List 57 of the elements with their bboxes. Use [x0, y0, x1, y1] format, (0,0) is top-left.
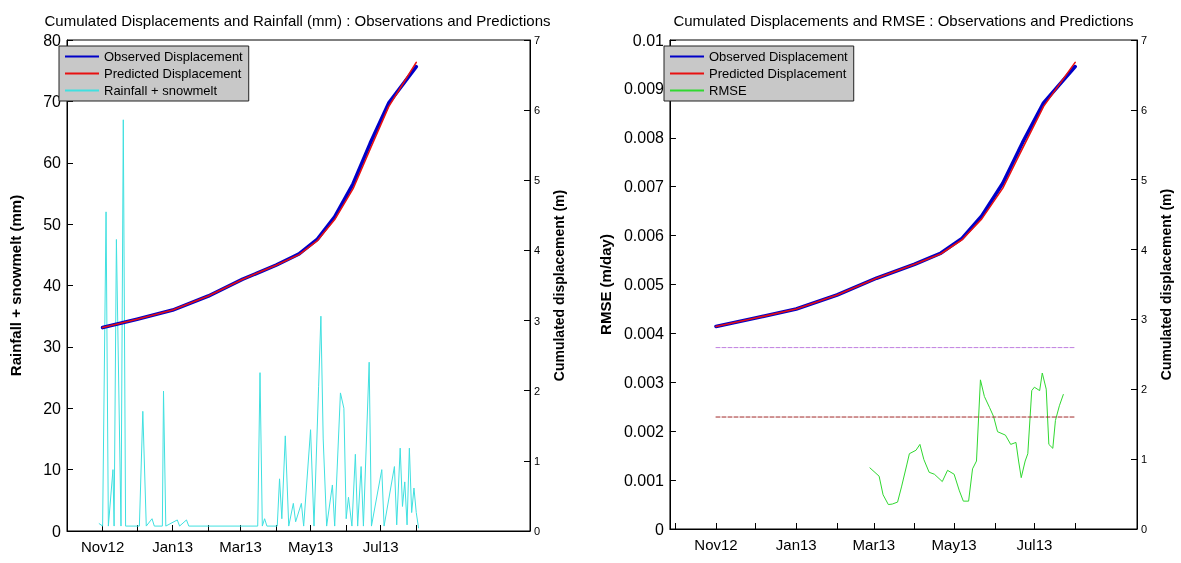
- y-tick-label: 0.002: [623, 422, 665, 440]
- x-tick-label: Jan13: [152, 538, 194, 555]
- legend-label: Observed Displacement: [104, 49, 244, 64]
- y-tick-label: 0.001: [623, 471, 665, 489]
- y-tick-label: 0.003: [623, 373, 665, 391]
- y-tick-label: 0.006: [623, 227, 665, 245]
- y2-tick-label: 5: [534, 174, 541, 187]
- y2-tick-label: 0: [534, 525, 541, 537]
- y-tick-label: 30: [43, 338, 62, 356]
- y2-axis-title: Cumulated displacement (m): [1158, 188, 1174, 381]
- legend-label: Observed Displacement: [709, 49, 849, 64]
- y2-tick-label: 7: [534, 34, 541, 46]
- y2-tick-label: 3: [1141, 313, 1148, 326]
- y2-tick-label: 7: [1141, 34, 1148, 46]
- y2-tick-label: 3: [534, 314, 541, 327]
- legend-label: Rainfall + snowmelt: [104, 83, 218, 98]
- x-tick-label: Mar13: [852, 536, 896, 553]
- y-tick-label: 0.008: [623, 129, 665, 147]
- y2-tick-label: 5: [1141, 173, 1148, 186]
- y-tick-label: 0.007: [623, 178, 665, 196]
- chart-title: Cumulated Displacements and Rainfall (mm) : Observations and Predictions: [44, 12, 551, 29]
- y-tick-label: 40: [43, 277, 62, 294]
- y2-tick-label: 4: [534, 244, 541, 257]
- y2-tick-label: 6: [1141, 103, 1148, 116]
- x-tick-label: May13: [288, 538, 334, 555]
- y-axis-title: Rainfall + snowmelt (mm): [7, 194, 24, 377]
- y2-tick-label: 1: [534, 454, 541, 467]
- x-tick-label: Jan13: [775, 536, 817, 553]
- y-tick-label: 80: [43, 31, 62, 49]
- y2-axis-title: Cumulated displacement (m): [551, 189, 567, 382]
- y-tick-label: 0.01: [632, 31, 665, 49]
- y-tick-label: 50: [43, 215, 62, 233]
- legend-label: RMSE: [709, 83, 747, 98]
- y-tick-label: 0: [52, 522, 62, 540]
- legend-label: Predicted Displacement: [709, 66, 847, 81]
- y-tick-label: 0.009: [623, 80, 665, 98]
- y-tick-label: 10: [43, 461, 62, 479]
- y2-tick-label: 2: [1141, 383, 1148, 396]
- x-tick-label: Nov12: [80, 538, 125, 555]
- y-axis-title: RMSE (m/day): [597, 234, 614, 335]
- y-tick-label: 20: [43, 399, 62, 417]
- y-tick-label: 0.005: [623, 276, 665, 293]
- y-tick-label: 60: [43, 154, 62, 172]
- y-tick-label: 0: [655, 520, 665, 538]
- y2-tick-label: 4: [1141, 243, 1148, 256]
- chart-title: Cumulated Displacements and RMSE : Observations and Predictions: [673, 12, 1134, 29]
- y2-tick-label: 2: [534, 384, 541, 397]
- y2-tick-label: 6: [534, 104, 541, 117]
- y-tick-label: 0.004: [623, 324, 665, 342]
- x-tick-label: Nov12: [694, 536, 738, 553]
- y2-tick-label: 0: [1141, 523, 1148, 535]
- x-tick-label: Jul13: [1016, 536, 1053, 553]
- x-tick-label: May13: [931, 536, 977, 553]
- legend-label: Predicted Displacement: [104, 66, 242, 81]
- x-tick-label: Jul13: [362, 538, 399, 555]
- x-tick-label: Mar13: [219, 538, 262, 555]
- y2-tick-label: 1: [1141, 453, 1148, 466]
